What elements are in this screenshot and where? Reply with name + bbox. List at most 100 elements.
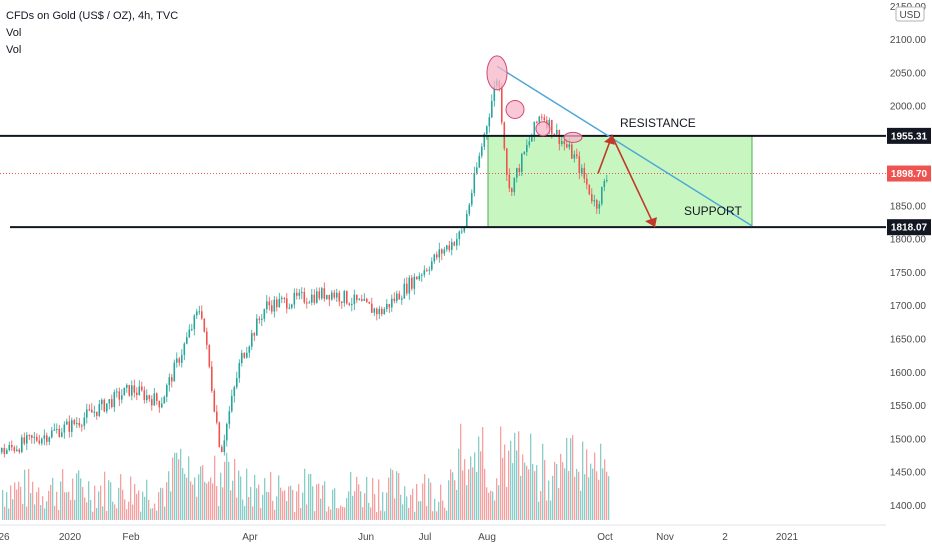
volume-bar: [576, 468, 578, 520]
volume-bar: [118, 487, 120, 520]
volume-bar: [532, 464, 534, 520]
volume-indicator-label[interactable]: Vol: [6, 27, 22, 39]
time-axis[interactable]: 26 2020 Feb Apr Jun Jul Aug Oct Nov 2 2021: [0, 524, 886, 543]
volume-bar: [526, 465, 528, 520]
volume-bar: [342, 506, 344, 520]
volume-bar: [72, 478, 74, 520]
volume-bar: [34, 504, 36, 520]
candle-body: [118, 391, 121, 400]
volume-bar: [484, 468, 486, 520]
volume-bar: [346, 497, 348, 520]
candle-body: [341, 301, 343, 303]
candle-body: [246, 352, 248, 358]
candle-body: [186, 337, 188, 344]
descending-trendline: [496, 65, 753, 227]
volume-bar: [470, 456, 472, 520]
candle-body: [283, 298, 286, 300]
candle-body: [363, 298, 366, 301]
candle-body: [198, 311, 201, 313]
volume-bar: [506, 486, 508, 520]
arrow-head-down: [645, 217, 657, 228]
volume-bar: [296, 491, 298, 520]
volume-bar: [382, 492, 384, 520]
candle-body: [286, 298, 288, 309]
candle-body: [368, 301, 371, 304]
volume-bar: [594, 452, 596, 520]
candle-body: [361, 299, 363, 301]
volume-bar: [392, 470, 394, 520]
chart-legend: CFDs on Gold (US$ / OZ), 4h, TVC Vol Vol: [6, 8, 178, 59]
volume-bar: [66, 492, 68, 520]
volume-bar: [356, 476, 358, 520]
candle-body: [486, 126, 488, 135]
volume-bar: [230, 490, 232, 520]
candle-body: [143, 390, 146, 401]
volume-bar: [318, 483, 320, 520]
candle-body: [231, 396, 233, 412]
volume-bar: [328, 506, 330, 520]
volume-bar: [146, 479, 148, 520]
volume-bar: [268, 492, 270, 520]
volume-bar: [2, 489, 4, 520]
candle-body: [6, 450, 8, 454]
volume-bar: [240, 476, 242, 520]
volume-bar: [486, 487, 488, 520]
volume-bar: [48, 490, 50, 520]
volume-bar: [442, 500, 444, 520]
volume-bar: [282, 491, 284, 520]
candle-body: [173, 362, 176, 382]
volume-bar: [36, 491, 38, 520]
volume-bar: [592, 468, 594, 520]
volume-bar: [250, 486, 252, 520]
candle-body: [553, 133, 556, 135]
volume-bar: [574, 476, 576, 520]
price-tag-last: [887, 165, 931, 182]
candle-body: [238, 363, 241, 379]
volume-bar: [90, 499, 92, 520]
volume-bar: [426, 505, 428, 520]
symbol-title[interactable]: CFDs on Gold (US$ / OZ), 4h, TVC: [6, 10, 179, 22]
candle-body: [381, 308, 383, 315]
volume-bar: [534, 471, 536, 520]
volume-bar: [158, 492, 160, 520]
time-tick-label: 2021: [776, 532, 799, 543]
volume-bar: [278, 475, 280, 520]
volume-bar: [188, 456, 190, 520]
candle-body: [346, 290, 348, 304]
candle-body: [396, 293, 398, 301]
volume-indicator-label-2[interactable]: Vol: [6, 44, 22, 56]
volume-bar: [156, 510, 158, 520]
candle-body: [258, 318, 261, 320]
candle-body: [113, 391, 116, 408]
candlestick-series: [1, 78, 608, 458]
volume-bar: [206, 483, 208, 520]
candle-body: [413, 276, 416, 289]
candle-body: [78, 422, 81, 426]
volume-bar: [260, 508, 262, 520]
volume-bar: [94, 485, 96, 520]
candle-body: [441, 249, 443, 254]
candle-body: [418, 275, 421, 280]
candle-body: [183, 343, 186, 356]
candle-body: [81, 425, 83, 427]
candle-body: [33, 436, 36, 438]
candle-body: [573, 154, 576, 159]
volume-bar: [572, 435, 574, 520]
volume-bar: [602, 468, 604, 520]
volume-bar: [514, 432, 516, 520]
candle-body: [438, 249, 441, 258]
volume-bar: [266, 491, 268, 520]
volume-bar: [196, 496, 198, 520]
price-tag-support: [887, 219, 931, 236]
candle-body: [176, 358, 178, 363]
volume-bar: [308, 474, 310, 520]
volume-bar: [490, 490, 492, 520]
candle-body: [298, 292, 301, 296]
volume-bar: [314, 511, 316, 520]
volume-bar: [324, 481, 326, 520]
price-axis[interactable]: 2150.002100.002050.002000.001950.001850.…: [886, 0, 932, 525]
candle-body: [386, 303, 388, 310]
candle-body: [371, 303, 373, 313]
candle-body: [451, 242, 453, 250]
